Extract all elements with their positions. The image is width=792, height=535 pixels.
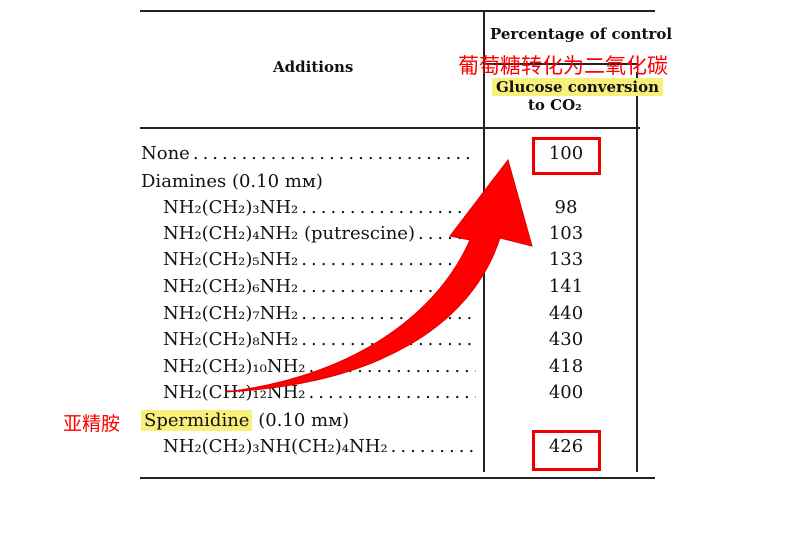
value-cell: 103: [548, 223, 584, 244]
value-cell: 418: [548, 356, 584, 377]
table-row: NH₂(CH₂)₃NH₂: [163, 197, 476, 221]
bottom-rule: [140, 477, 655, 479]
header-glucose-line1: Glucose conversion: [496, 78, 660, 96]
value-cell: 440: [548, 303, 584, 324]
value-cell: 141: [548, 276, 584, 297]
value-cell: 133: [548, 249, 584, 270]
value-cell: 430: [548, 329, 584, 350]
right-divider: [636, 72, 638, 472]
table-row: None: [141, 143, 476, 167]
header-glucose-line2: to CO₂: [528, 96, 582, 114]
highlight-box-spermidine: [532, 430, 601, 471]
header-percentage: Percentage of control: [490, 25, 673, 43]
value-cell: 400: [548, 382, 584, 403]
subheader-rule: [483, 63, 638, 65]
header-additions: Additions: [273, 58, 354, 76]
value-cell: 100: [548, 143, 584, 164]
highlight-box-none: [532, 137, 601, 175]
top-rule: [140, 10, 655, 12]
table-row: NH₂(CH₂)₃NH(CH₂)₄NH₂: [163, 436, 476, 460]
value-cell: 426: [548, 436, 584, 457]
table-row: NH₂(CH₂)₁₂NH₂: [163, 382, 476, 406]
table-row: Spermidine (0.10 mм): [141, 410, 476, 434]
table-row: NH₂(CH₂)₁₀NH₂: [163, 356, 476, 380]
table-row: NH₂(CH₂)₄NH₂ (putrescine): [163, 223, 476, 247]
header-rule: [140, 127, 640, 129]
glucose-annotation: 葡萄糖转化为二氧化碳: [458, 54, 668, 78]
spermidine-label: Spermidine: [141, 410, 253, 431]
value-cell: 98: [554, 197, 578, 218]
table-row: NH₂(CH₂)₅NH₂: [163, 249, 476, 273]
header-glucose: Glucose conversion: [492, 78, 664, 96]
table-row: NH₂(CH₂)₈NH₂: [163, 329, 476, 353]
spermidine-annotation: 亚精胺: [63, 413, 121, 435]
table-row: Diamines (0.10 mм): [141, 171, 323, 192]
table-row: NH₂(CH₂)₆NH₂: [163, 276, 476, 300]
table-row: NH₂(CH₂)₇NH₂: [163, 303, 476, 327]
